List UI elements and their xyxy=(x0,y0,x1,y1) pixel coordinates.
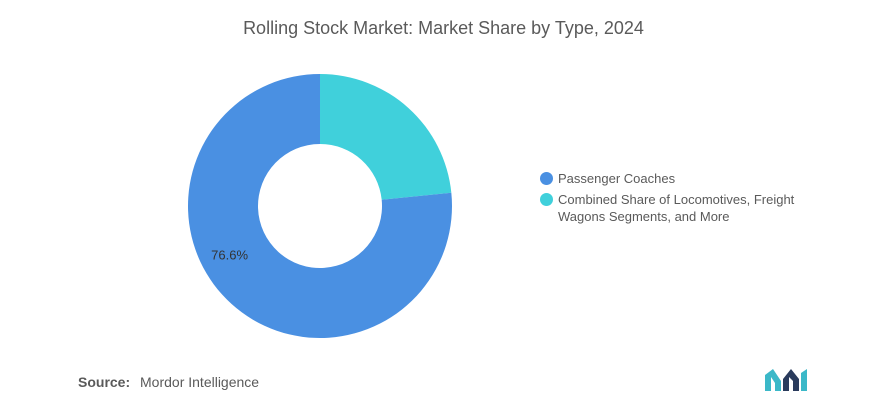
legend-item-combined-share: Combined Share of Locomotives, Freight W… xyxy=(540,191,840,225)
source-label: Source: xyxy=(78,374,131,390)
chart-legend: Passenger Coaches Combined Share of Loco… xyxy=(540,170,840,229)
legend-item-passenger-coaches: Passenger Coaches xyxy=(540,170,840,187)
donut-slice xyxy=(188,74,453,338)
source-note: Source: Mordor Intelligence xyxy=(78,374,259,390)
legend-label: Combined Share of Locomotives, Freight W… xyxy=(558,192,795,224)
mordor-intelligence-logo-icon xyxy=(765,369,807,391)
source-text: Mordor Intelligence xyxy=(140,374,260,390)
legend-swatch xyxy=(540,172,553,185)
chart-title: Rolling Stock Market: Market Share by Ty… xyxy=(243,18,644,38)
legend-label: Passenger Coaches xyxy=(558,171,676,186)
data-label: 76.6% xyxy=(211,247,248,262)
donut-slice xyxy=(320,74,452,200)
legend-swatch xyxy=(540,193,553,206)
